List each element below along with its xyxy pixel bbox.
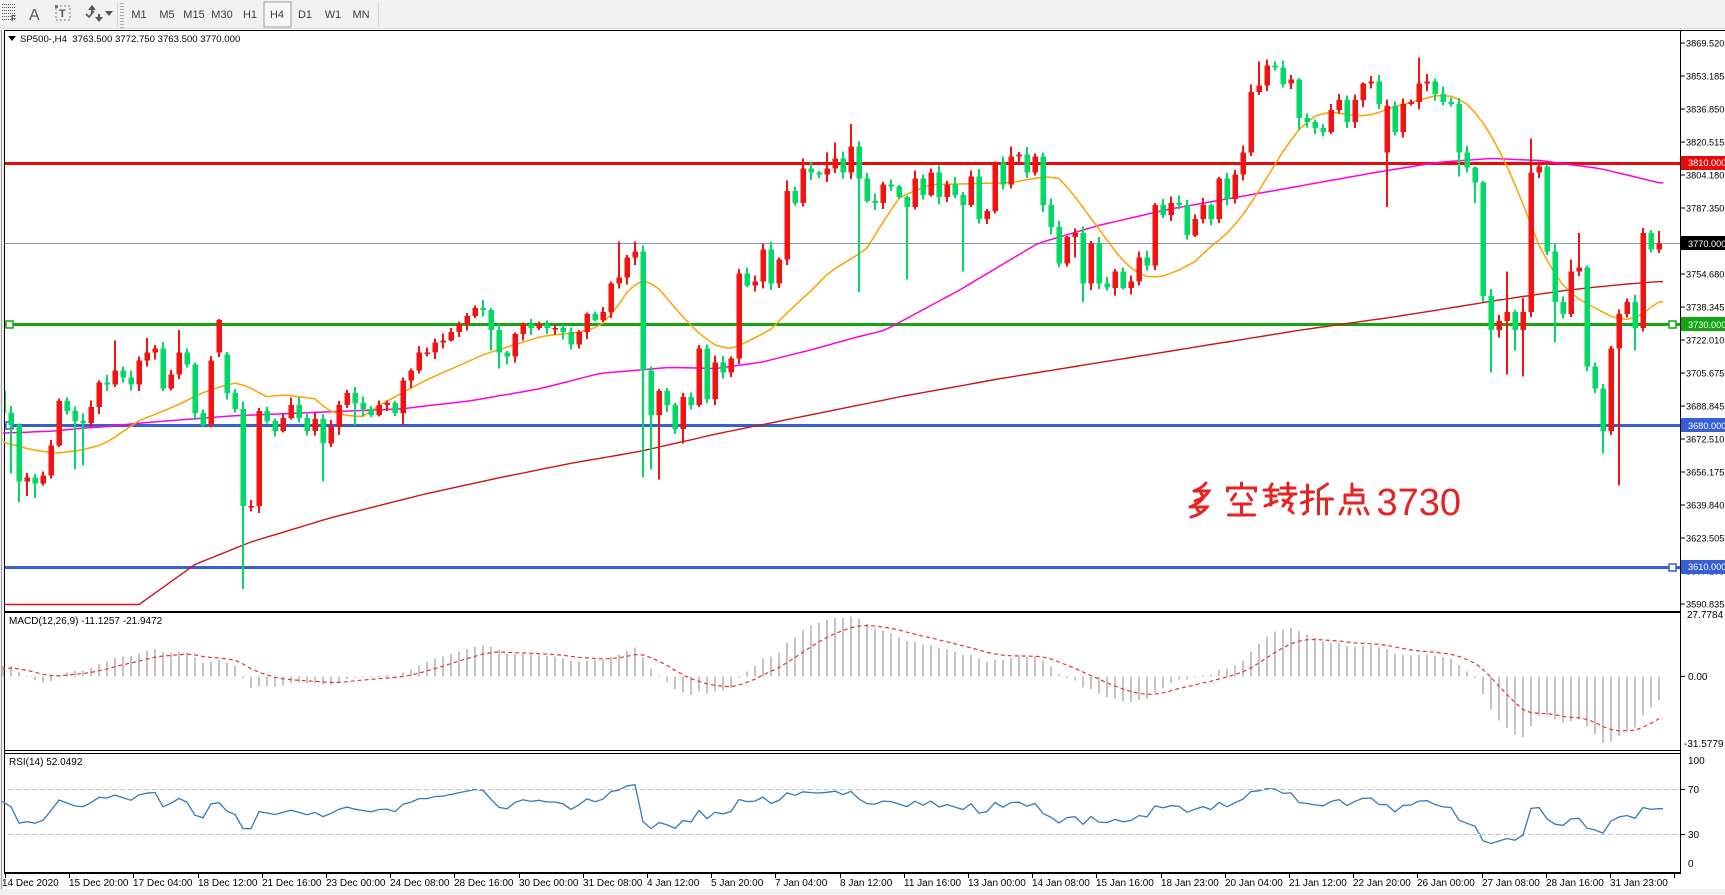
svg-text:3869.520: 3869.520	[1686, 39, 1724, 49]
svg-text:W1: W1	[325, 9, 342, 21]
svg-text:15 Jan 16:00: 15 Jan 16:00	[1096, 878, 1154, 889]
svg-text:14 Dec 2020: 14 Dec 2020	[2, 878, 59, 889]
svg-text:15 Dec 20:00: 15 Dec 20:00	[69, 878, 129, 889]
svg-text:3680.000: 3680.000	[1688, 421, 1725, 431]
svg-text:18 Dec 12:00: 18 Dec 12:00	[198, 878, 258, 889]
svg-text:3610.000: 3610.000	[1688, 562, 1725, 572]
svg-text:3820.515: 3820.515	[1686, 138, 1724, 148]
svg-text:0.00: 0.00	[1688, 672, 1708, 683]
svg-text:M5: M5	[159, 9, 174, 21]
svg-text:31 Jan 23:00: 31 Jan 23:00	[1610, 878, 1668, 889]
svg-text:3590.835: 3590.835	[1686, 600, 1724, 610]
svg-text:3836.850: 3836.850	[1686, 105, 1724, 115]
svg-text:28 Jan 16:00: 28 Jan 16:00	[1546, 878, 1604, 889]
svg-text:T: T	[59, 8, 66, 20]
svg-text:27 Jan 08:00: 27 Jan 08:00	[1482, 878, 1540, 889]
svg-text:3639.840: 3639.840	[1686, 501, 1724, 511]
svg-text:3672.510: 3672.510	[1686, 435, 1724, 445]
svg-text:3688.845: 3688.845	[1686, 402, 1724, 412]
svg-text:3705.675: 3705.675	[1686, 369, 1724, 379]
svg-text:3853.185: 3853.185	[1686, 72, 1724, 82]
svg-text:22 Jan 20:00: 22 Jan 20:00	[1353, 878, 1411, 889]
svg-text:11 Jan 16:00: 11 Jan 16:00	[904, 878, 962, 889]
svg-text:0: 0	[1688, 859, 1694, 870]
svg-text:M1: M1	[131, 9, 146, 21]
svg-text:H4: H4	[270, 9, 284, 21]
svg-text:7 Jan 04:00: 7 Jan 04:00	[775, 878, 828, 889]
svg-text:20 Jan 04:00: 20 Jan 04:00	[1225, 878, 1283, 889]
svg-text:8 Jan 12:00: 8 Jan 12:00	[840, 878, 893, 889]
svg-text:A: A	[29, 7, 40, 24]
svg-text:31 Dec 08:00: 31 Dec 08:00	[583, 878, 643, 889]
svg-text:F: F	[11, 14, 16, 23]
svg-text:30 Dec 00:00: 30 Dec 00:00	[519, 878, 579, 889]
svg-text:RSI(14) 52.0492: RSI(14) 52.0492	[9, 757, 83, 768]
svg-text:D1: D1	[298, 9, 312, 21]
svg-text:13 Jan 00:00: 13 Jan 00:00	[968, 878, 1026, 889]
svg-text:21 Dec 16:00: 21 Dec 16:00	[262, 878, 322, 889]
svg-text:28 Dec 16:00: 28 Dec 16:00	[454, 878, 514, 889]
svg-text:3804.180: 3804.180	[1686, 171, 1724, 181]
svg-text:30: 30	[1688, 830, 1700, 841]
svg-text:3738.345: 3738.345	[1686, 303, 1724, 313]
svg-text:SP500-,H4 3763.500 3772.750 3: SP500-,H4 3763.500 3772.750 3763.500 377…	[20, 34, 240, 45]
svg-text:3730: 3730	[1377, 482, 1462, 524]
svg-text:3730.000: 3730.000	[1688, 320, 1725, 330]
svg-text:14 Jan 08:00: 14 Jan 08:00	[1032, 878, 1090, 889]
svg-text:M15: M15	[183, 9, 204, 21]
svg-text:3770.000: 3770.000	[1688, 239, 1725, 249]
svg-text:M30: M30	[211, 9, 232, 21]
svg-text:3810.000: 3810.000	[1688, 158, 1725, 168]
svg-text:3754.680: 3754.680	[1686, 270, 1724, 280]
svg-text:4 Jan 12:00: 4 Jan 12:00	[647, 878, 700, 889]
svg-text:24 Dec 08:00: 24 Dec 08:00	[390, 878, 450, 889]
svg-text:MN: MN	[352, 9, 369, 21]
svg-text:18 Jan 23:00: 18 Jan 23:00	[1161, 878, 1219, 889]
svg-text:-31.5779: -31.5779	[1684, 739, 1724, 750]
svg-text:100: 100	[1688, 756, 1705, 767]
svg-text:3623.505: 3623.505	[1686, 534, 1724, 544]
svg-text:3787.350: 3787.350	[1686, 204, 1724, 214]
svg-text:MACD(12,26,9) -11.1257 -21.947: MACD(12,26,9) -11.1257 -21.9472	[9, 616, 163, 627]
svg-text:3656.175: 3656.175	[1686, 468, 1724, 478]
svg-text:3722.010: 3722.010	[1686, 336, 1724, 346]
svg-text:23 Dec 00:00: 23 Dec 00:00	[326, 878, 386, 889]
svg-text:5 Jan 20:00: 5 Jan 20:00	[711, 878, 764, 889]
svg-text:27.7784: 27.7784	[1687, 610, 1724, 621]
svg-text:H1: H1	[243, 9, 257, 21]
svg-text:21 Jan 12:00: 21 Jan 12:00	[1289, 878, 1347, 889]
svg-text:26 Jan 00:00: 26 Jan 00:00	[1417, 878, 1475, 889]
svg-text:17 Dec 04:00: 17 Dec 04:00	[133, 878, 193, 889]
svg-text:70: 70	[1688, 785, 1700, 796]
